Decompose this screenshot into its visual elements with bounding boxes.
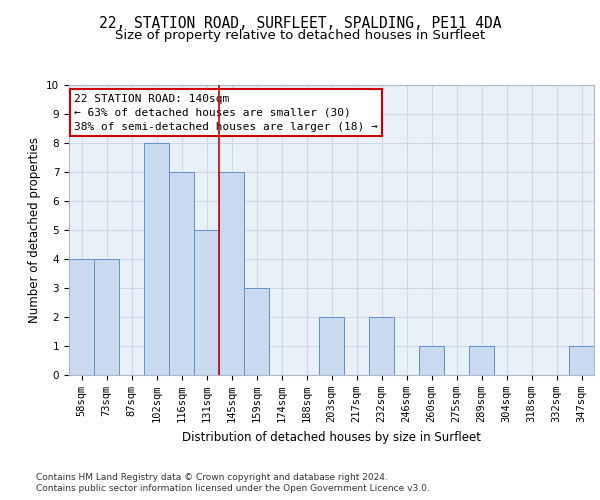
- Bar: [369, 317, 394, 375]
- X-axis label: Distribution of detached houses by size in Surfleet: Distribution of detached houses by size …: [182, 430, 481, 444]
- Bar: [244, 288, 269, 375]
- Bar: [169, 172, 194, 375]
- Bar: [469, 346, 494, 375]
- Bar: [419, 346, 444, 375]
- Text: 22 STATION ROAD: 140sqm
← 63% of detached houses are smaller (30)
38% of semi-de: 22 STATION ROAD: 140sqm ← 63% of detache…: [74, 94, 378, 132]
- Y-axis label: Number of detached properties: Number of detached properties: [28, 137, 41, 323]
- Bar: [319, 317, 344, 375]
- Bar: [144, 143, 169, 375]
- Bar: [94, 259, 119, 375]
- Bar: [194, 230, 219, 375]
- Bar: [569, 346, 594, 375]
- Text: Contains HM Land Registry data © Crown copyright and database right 2024.: Contains HM Land Registry data © Crown c…: [36, 472, 388, 482]
- Text: Size of property relative to detached houses in Surfleet: Size of property relative to detached ho…: [115, 29, 485, 42]
- Bar: [219, 172, 244, 375]
- Bar: [69, 259, 94, 375]
- Text: 22, STATION ROAD, SURFLEET, SPALDING, PE11 4DA: 22, STATION ROAD, SURFLEET, SPALDING, PE…: [99, 16, 501, 31]
- Text: Contains public sector information licensed under the Open Government Licence v3: Contains public sector information licen…: [36, 484, 430, 493]
